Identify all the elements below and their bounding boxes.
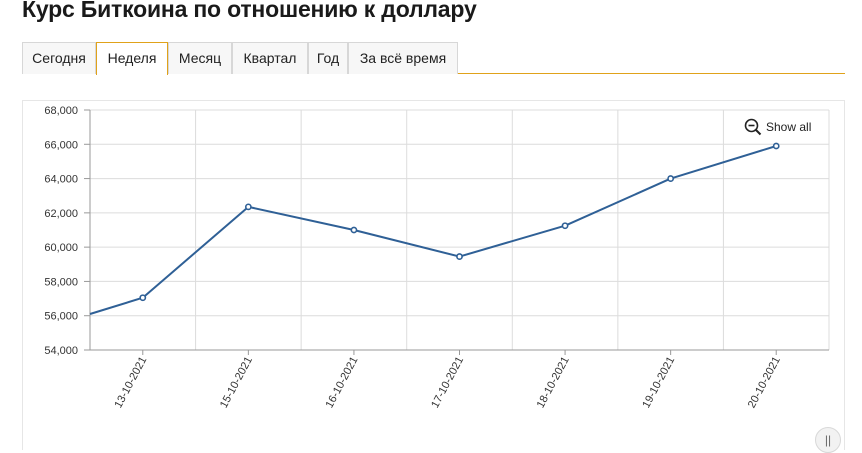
- tab-month[interactable]: Месяц: [168, 42, 232, 74]
- data-point: [667, 175, 675, 182]
- x-tick-label: 17-10-2021: [429, 355, 466, 410]
- y-tick-label: 64,000: [44, 174, 78, 186]
- y-tick-label: 68,000: [44, 105, 78, 117]
- y-tick-label: 66,000: [44, 139, 78, 151]
- data-point: [772, 142, 780, 150]
- tab-all-time[interactable]: За всё время: [348, 42, 458, 74]
- data-point: [561, 222, 569, 230]
- y-tick-label: 56,000: [44, 311, 78, 323]
- show-all-label: Show all: [766, 120, 812, 134]
- tab-year[interactable]: Год: [308, 42, 348, 74]
- series-line: [89, 145, 777, 315]
- x-tick-label: 13-10-2021: [112, 355, 149, 410]
- data-point: [456, 253, 463, 260]
- data-point: [350, 226, 358, 234]
- y-tick-label: 54,000: [44, 345, 78, 357]
- tab-today[interactable]: Сегодня: [22, 42, 96, 74]
- tab-week[interactable]: Неделя: [96, 42, 168, 75]
- period-tabs: Сегодня Неделя Месяц Квартал Год За всё …: [22, 42, 845, 75]
- tab-quarter[interactable]: Квартал: [232, 42, 308, 74]
- x-tick-label: 20-10-2021: [746, 355, 783, 410]
- page-title: Курс Биткоина по отношению к доллару: [22, 0, 477, 22]
- zoom-out-icon: [744, 118, 762, 141]
- y-tick-label: 58,000: [44, 276, 78, 288]
- data-point: [244, 203, 252, 211]
- y-tick-label: 62,000: [44, 208, 78, 220]
- x-tick-label: 16-10-2021: [324, 355, 361, 410]
- data-point: [139, 294, 147, 302]
- x-tick-label: 15-10-2021: [218, 355, 255, 410]
- y-tick-label: 60,000: [44, 242, 78, 254]
- x-tick-label: 18-10-2021: [535, 355, 572, 410]
- x-tick-label: 19-10-2021: [640, 355, 677, 410]
- show-all-button[interactable]: Show all: [744, 118, 811, 136]
- chart-panel: [22, 100, 845, 450]
- pause-icon[interactable]: ||: [815, 427, 841, 453]
